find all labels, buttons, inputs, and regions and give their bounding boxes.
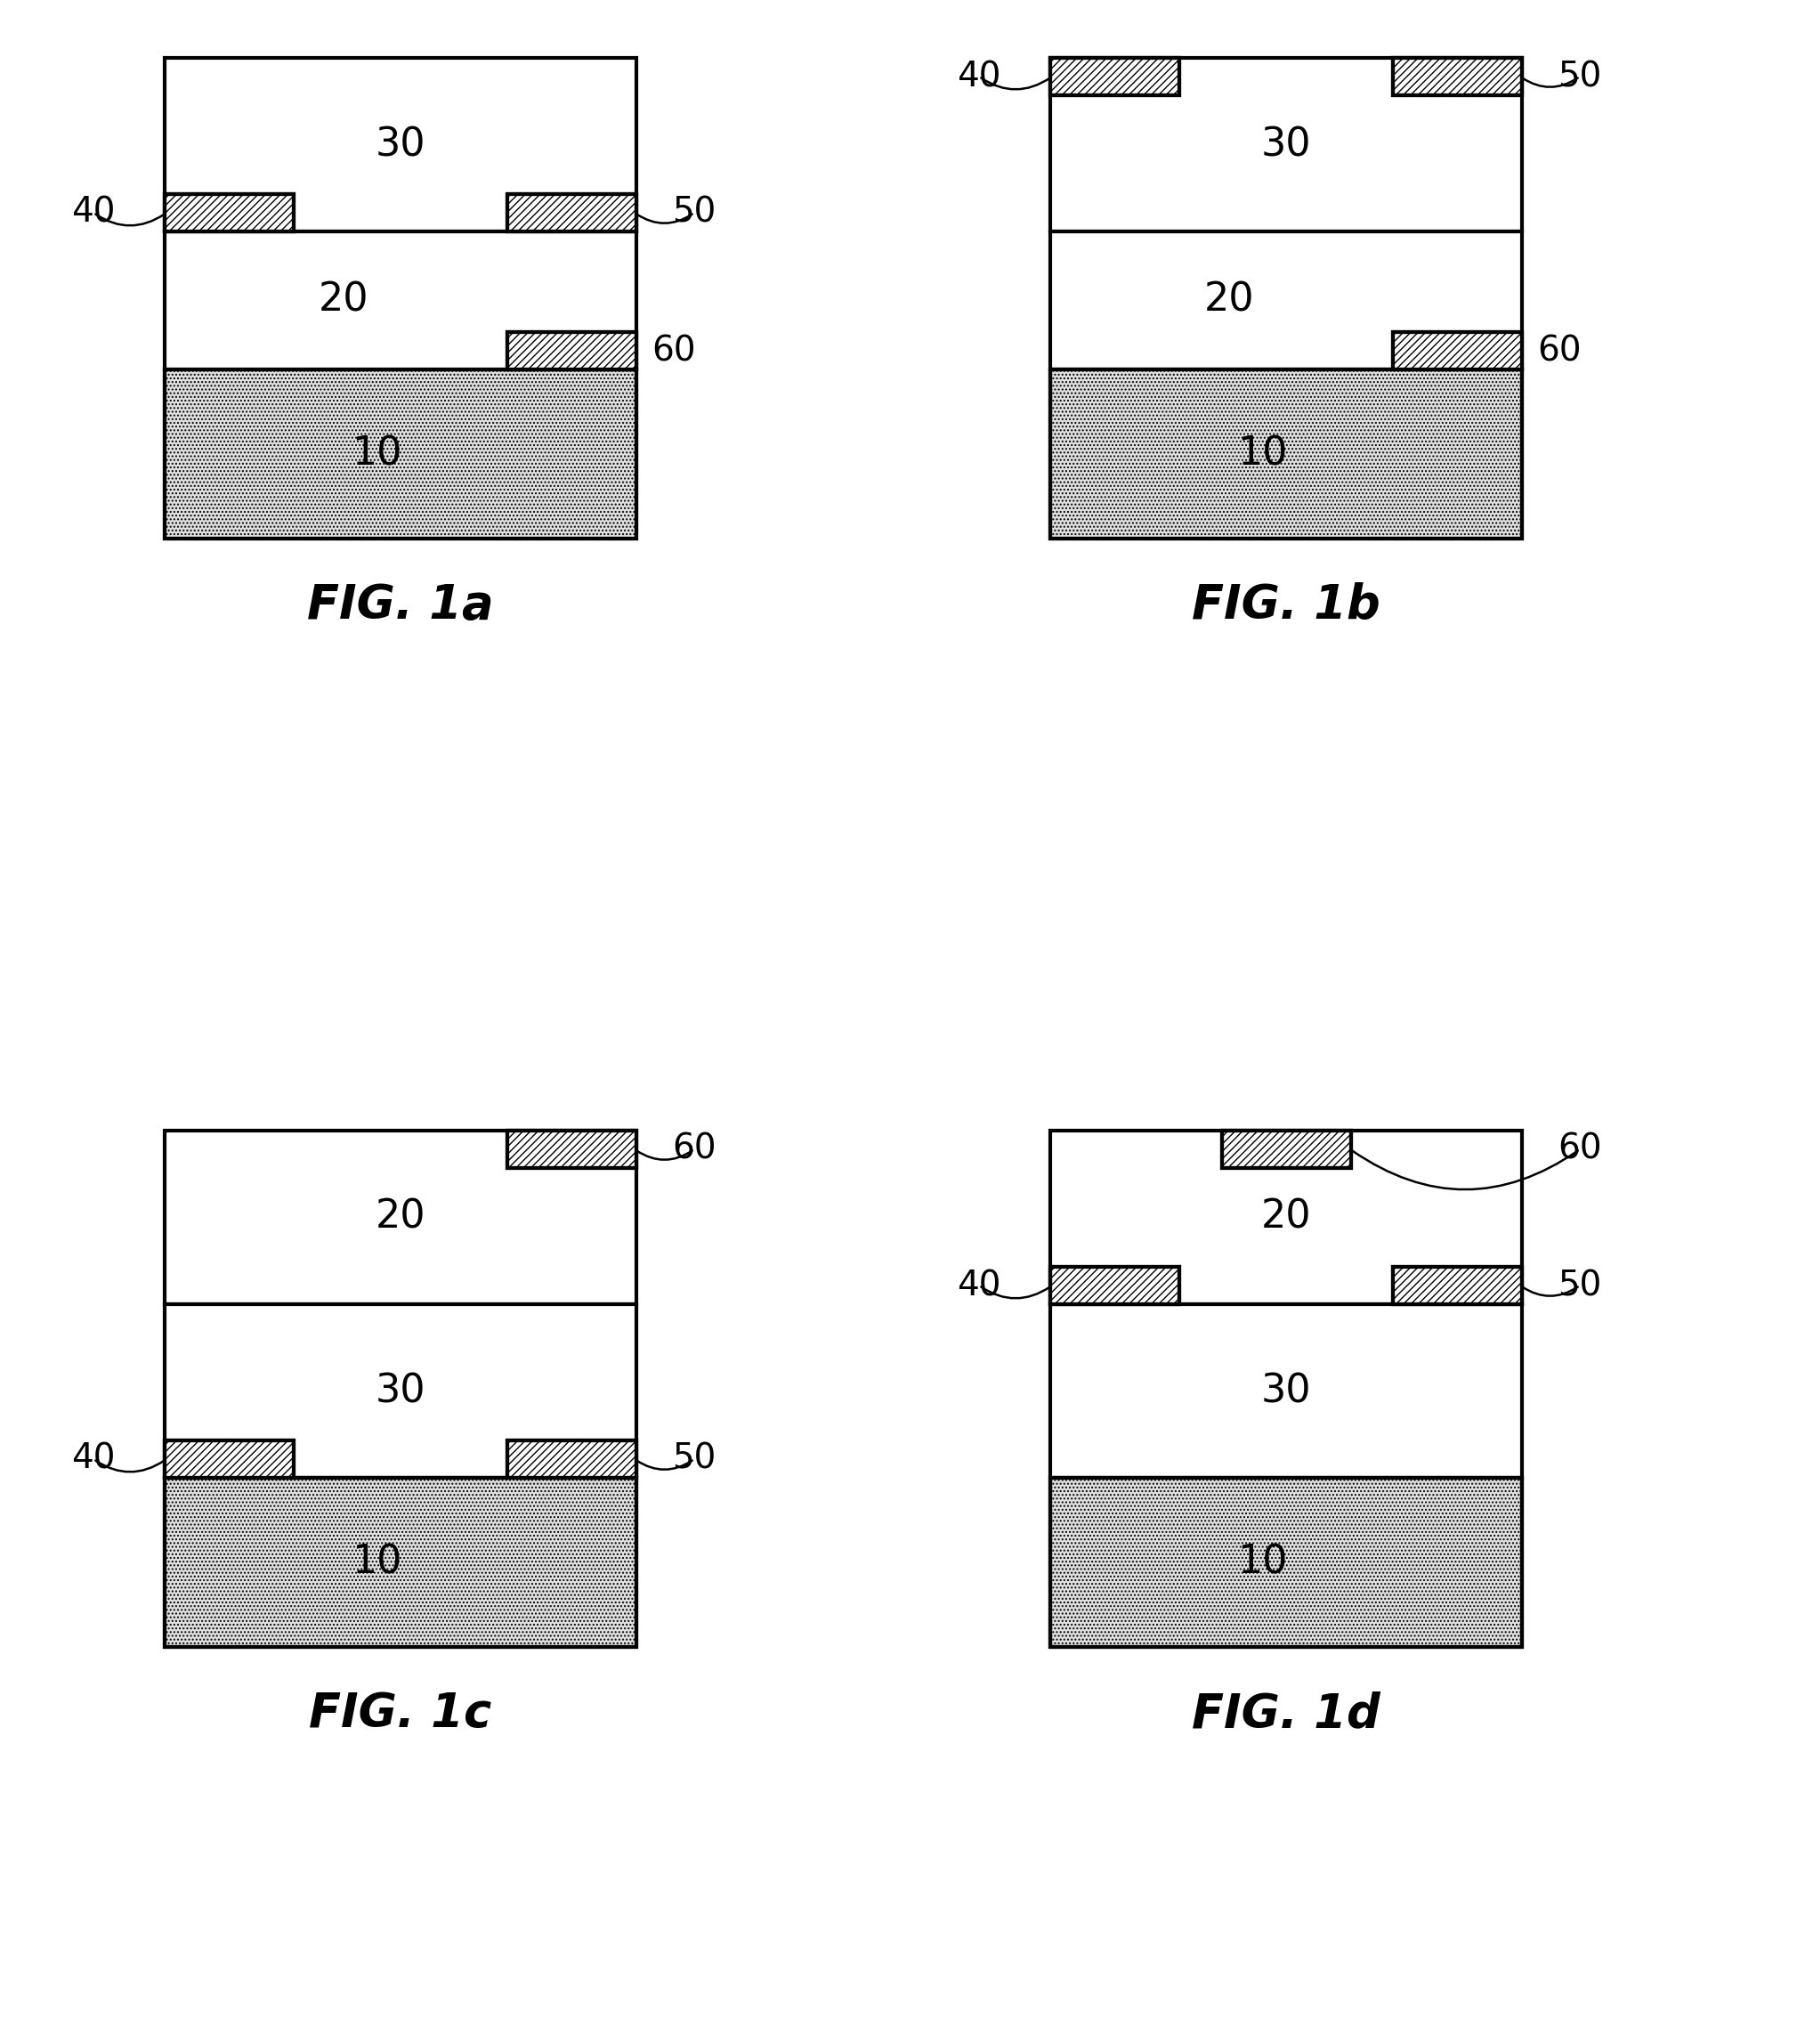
Bar xyxy=(507,194,636,231)
Bar xyxy=(1049,57,1522,231)
Bar xyxy=(165,231,636,370)
Bar xyxy=(165,1304,636,1478)
FancyArrowPatch shape xyxy=(95,215,164,225)
FancyArrowPatch shape xyxy=(636,1461,692,1470)
Bar xyxy=(165,57,636,231)
Text: 40: 40 xyxy=(958,1269,1001,1302)
Bar xyxy=(507,331,636,370)
FancyArrowPatch shape xyxy=(1522,78,1578,88)
Text: 20: 20 xyxy=(1204,282,1254,319)
FancyArrowPatch shape xyxy=(981,1288,1049,1298)
Bar xyxy=(507,1441,636,1478)
Text: 20: 20 xyxy=(1261,1198,1312,1237)
Text: 50: 50 xyxy=(1558,1269,1601,1302)
Text: 20: 20 xyxy=(376,1198,426,1237)
Text: 20: 20 xyxy=(318,282,368,319)
Bar xyxy=(507,194,636,231)
FancyArrowPatch shape xyxy=(1522,1288,1578,1296)
Bar xyxy=(507,1130,636,1167)
Bar xyxy=(1049,1130,1522,1304)
Bar xyxy=(1393,331,1522,370)
Bar xyxy=(1393,1267,1522,1304)
Text: FIG. 1c: FIG. 1c xyxy=(309,1690,492,1737)
Bar xyxy=(1049,1304,1522,1478)
FancyArrowPatch shape xyxy=(981,78,1049,90)
Bar xyxy=(1222,1130,1351,1167)
Bar xyxy=(165,370,636,540)
Text: FIG. 1d: FIG. 1d xyxy=(1191,1690,1380,1737)
Text: 10: 10 xyxy=(1238,435,1288,472)
Text: 50: 50 xyxy=(672,196,717,229)
Text: 60: 60 xyxy=(672,1132,717,1167)
Bar xyxy=(1049,370,1522,540)
Text: 40: 40 xyxy=(72,196,115,229)
Text: 60: 60 xyxy=(652,333,695,368)
Bar xyxy=(507,331,636,370)
Bar xyxy=(1049,1478,1522,1647)
Text: 30: 30 xyxy=(1261,125,1312,164)
Text: 30: 30 xyxy=(1261,1372,1312,1410)
Bar xyxy=(1049,1267,1179,1304)
Bar xyxy=(1049,57,1179,96)
FancyArrowPatch shape xyxy=(1351,1151,1578,1190)
Bar xyxy=(1222,1130,1351,1167)
Text: 60: 60 xyxy=(1536,333,1581,368)
Bar xyxy=(507,1441,636,1478)
Bar xyxy=(165,194,293,231)
Text: 60: 60 xyxy=(1558,1132,1601,1167)
Text: 50: 50 xyxy=(672,1443,717,1476)
Text: 10: 10 xyxy=(352,435,403,472)
Bar xyxy=(1393,57,1522,96)
Bar xyxy=(165,370,636,540)
Text: 10: 10 xyxy=(1238,1543,1288,1582)
Bar xyxy=(1049,231,1522,370)
Text: FIG. 1b: FIG. 1b xyxy=(1191,583,1380,628)
Bar xyxy=(1393,331,1522,370)
Bar xyxy=(165,1441,293,1478)
Bar xyxy=(165,1130,636,1304)
Bar xyxy=(1049,370,1522,540)
Bar xyxy=(1393,57,1522,96)
Text: 40: 40 xyxy=(958,59,1001,94)
Bar xyxy=(165,1478,636,1647)
Text: 40: 40 xyxy=(72,1443,115,1476)
Bar xyxy=(1049,1267,1179,1304)
FancyArrowPatch shape xyxy=(636,215,692,223)
Bar xyxy=(1049,57,1179,96)
Bar xyxy=(165,1441,293,1478)
Text: 10: 10 xyxy=(352,1543,403,1582)
Bar xyxy=(1049,1478,1522,1647)
FancyArrowPatch shape xyxy=(95,1461,164,1472)
Text: 30: 30 xyxy=(376,1372,426,1410)
Bar xyxy=(165,194,293,231)
Bar xyxy=(507,1130,636,1167)
Bar xyxy=(1393,1267,1522,1304)
Text: 50: 50 xyxy=(1558,59,1601,94)
Text: 30: 30 xyxy=(376,125,426,164)
FancyArrowPatch shape xyxy=(636,1151,692,1159)
Text: FIG. 1a: FIG. 1a xyxy=(307,583,494,628)
Bar xyxy=(165,1478,636,1647)
